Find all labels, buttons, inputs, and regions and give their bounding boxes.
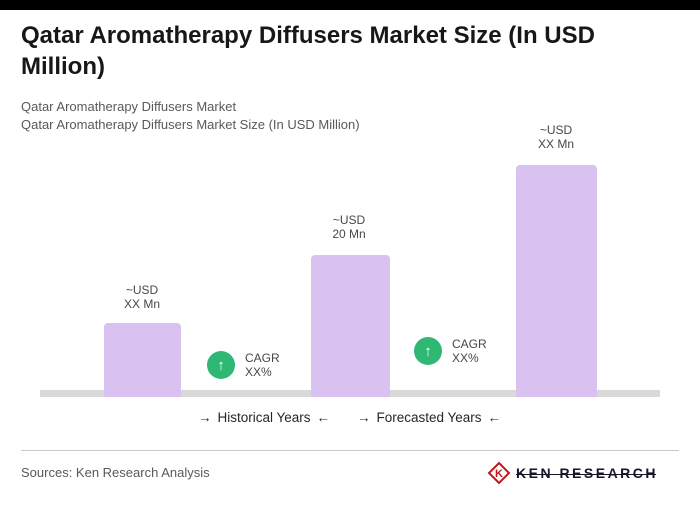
bar-value-line2: 20 Mn [332,227,366,241]
bar-value-line2: XX Mn [123,297,160,311]
right-arrow-icon: → [356,410,371,425]
ken-research-logo: K KEN RESEARCH [487,461,658,485]
left-arrow-icon: ← [487,410,502,425]
top-black-bar [0,0,700,10]
growth-arrow-icon: ↑ [207,351,235,379]
chart-bar [311,255,390,397]
axis-section-historical: → Historical Years ← [164,410,364,425]
axis-section-forecasted: → Forecasted Years ← [329,410,529,425]
ken-research-logo-icon: K [487,461,511,485]
subtitle-line-1: Qatar Aromatherapy Diffusers Market [21,99,237,114]
axis-section-label: Historical Years [217,410,311,425]
ken-research-logo-text: KEN RESEARCH [516,461,658,485]
cagr-value: XX% [452,351,479,365]
page-title: Qatar Aromatherapy Diffusers Market Size… [21,22,595,80]
bar-value-label: ~USD 20 Mn [289,213,409,241]
up-arrow-icon: ↑ [424,342,432,360]
left-arrow-icon: ← [316,410,331,425]
bar-value-label: ~USD XX Mn [82,283,202,311]
chart-bar [104,323,181,397]
axis-section-label: Forecasted Years [376,410,482,425]
cagr-label: CAGR XX% [245,351,280,379]
bar-value-line1: ~USD [125,283,159,297]
sources-note: Sources: Ken Research Analysis [21,465,210,480]
footer-divider [21,450,679,451]
subtitle-line-2: Qatar Aromatherapy Diffusers Market Size… [21,117,360,132]
right-arrow-icon: → [197,410,212,425]
cagr-text: CAGR [452,337,487,351]
growth-arrow-icon: ↑ [414,337,442,365]
up-arrow-icon: ↑ [217,356,225,374]
cagr-value: XX% [245,365,272,379]
bar-value-line2: XX Mn [537,137,574,151]
cagr-text: CAGR [245,351,280,365]
cagr-label: CAGR XX% [452,337,487,365]
svg-text:K: K [495,468,503,480]
bar-value-label: ~USD XX Mn [496,123,616,151]
bar-value-line1: ~USD [332,213,366,227]
bar-value-line1: ~USD [539,123,573,137]
chart-bar [516,165,597,397]
